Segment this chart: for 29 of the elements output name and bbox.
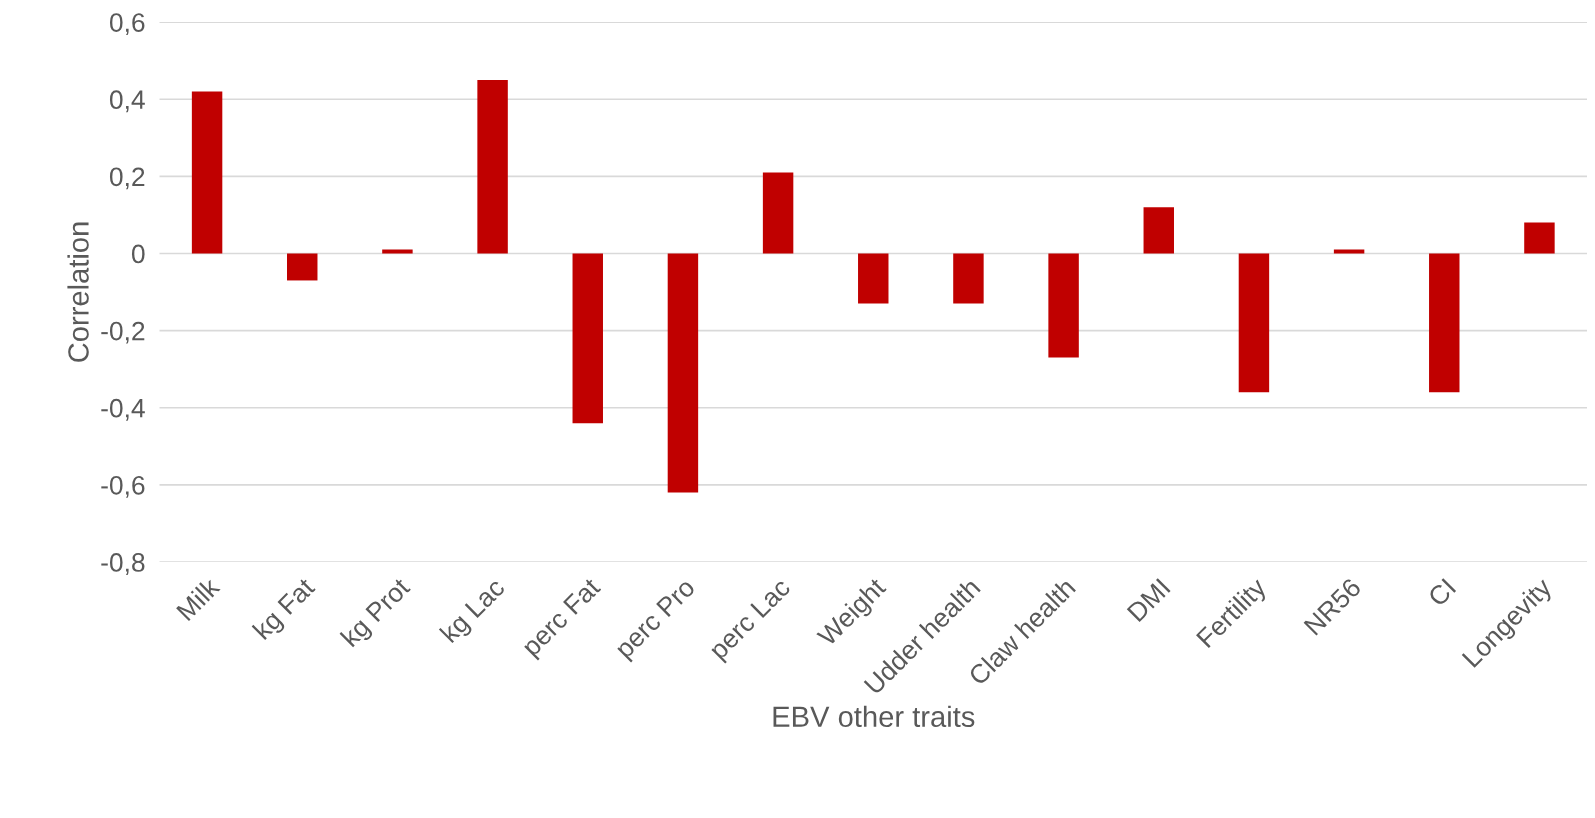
x-tick-label: kg Fat [251, 575, 320, 644]
y-tick-label: 0 [131, 244, 145, 264]
bar [572, 253, 603, 424]
bar [1048, 253, 1079, 358]
bar [1429, 253, 1460, 393]
bar [858, 253, 889, 304]
bar [667, 253, 699, 493]
y-tick-label: -0,6 [101, 475, 145, 498]
x-tick-label: kg Lac [438, 576, 510, 647]
x-axis-title: EBV other traits [773, 705, 975, 728]
y-tick-label: -0,4 [101, 398, 145, 421]
bar [477, 79, 508, 254]
x-tick-label: kg Prot [339, 575, 415, 652]
y-tick-label: 0,2 [109, 167, 145, 190]
bar [1524, 222, 1555, 254]
y-tick-label: -0,2 [101, 321, 145, 344]
x-tick-label: Milk [175, 575, 221, 622]
bar [191, 91, 223, 254]
x-tick-label: DMI [1126, 578, 1171, 623]
y-tick-label: 0,4 [109, 90, 145, 113]
y-axis-title: Correlation [67, 222, 89, 362]
bar [1238, 253, 1270, 393]
bar [953, 253, 984, 304]
bar [762, 172, 794, 254]
y-tick-label: 0,6 [109, 13, 145, 36]
x-tick-label: CI [1427, 578, 1457, 608]
bar [287, 253, 318, 281]
bar [1143, 207, 1174, 254]
y-tick-label: -0,8 [101, 553, 145, 575]
